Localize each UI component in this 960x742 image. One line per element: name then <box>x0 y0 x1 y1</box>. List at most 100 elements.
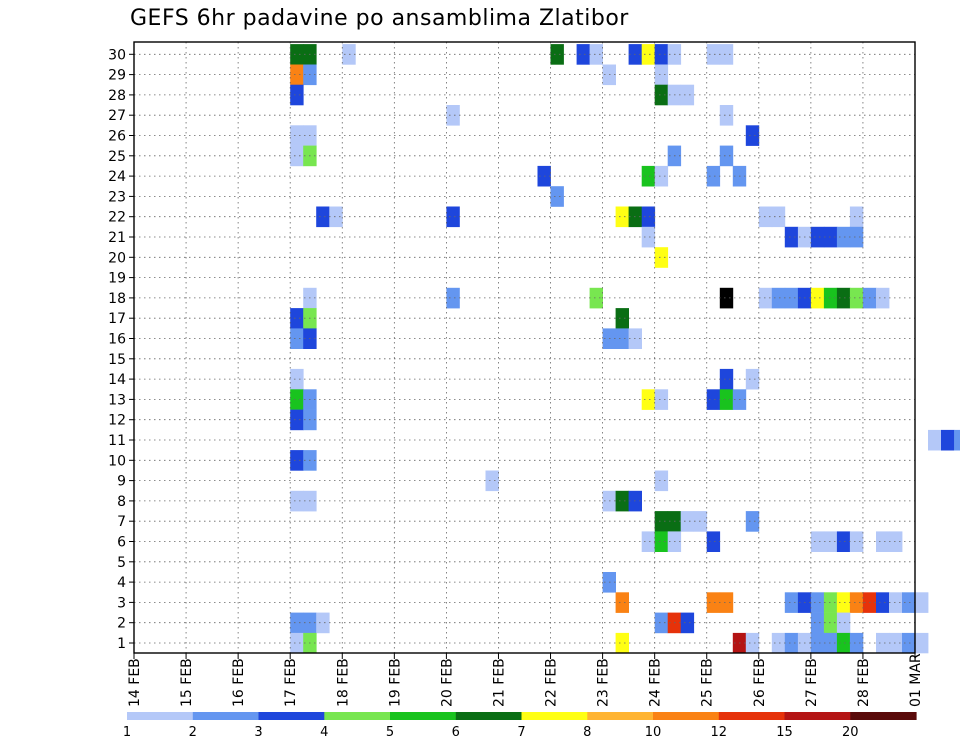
heatmap-cell <box>823 592 838 613</box>
heatmap-cell <box>316 206 330 228</box>
x-tick-label: 16 FEB <box>231 658 247 707</box>
heatmap-cell <box>290 409 304 431</box>
x-tick-label: 26 FEB <box>752 658 768 707</box>
heatmap-cell <box>615 632 629 654</box>
heatmap-cell <box>290 44 304 65</box>
heatmap-cell <box>849 531 864 552</box>
y-tick-label: 12 <box>108 413 126 429</box>
heatmap-cell <box>654 389 669 410</box>
legend-label: 12 <box>711 725 728 740</box>
heatmap-cell <box>928 429 942 451</box>
heatmap-cell <box>771 287 786 309</box>
heatmap-cell <box>889 531 903 552</box>
y-tick-label: 23 <box>108 189 126 205</box>
heatmap-cell <box>810 592 825 613</box>
y-tick-label: 25 <box>108 149 126 165</box>
heatmap-cell <box>719 105 734 126</box>
heatmap-cell <box>849 287 864 309</box>
heatmap-cell <box>615 328 629 349</box>
legend-swatch <box>653 712 720 720</box>
heatmap-cell <box>810 612 825 634</box>
x-tick-label: 24 FEB <box>648 658 664 707</box>
heatmap-cell <box>784 632 799 654</box>
y-tick-label: 14 <box>108 372 126 388</box>
heatmap-cell <box>719 44 734 65</box>
y-tick-label: 19 <box>108 271 126 287</box>
heatmap-cell <box>654 247 669 268</box>
x-tick-label: 28 FEB <box>856 658 872 707</box>
heatmap-cell <box>849 226 864 248</box>
x-tick-label: 18 FEB <box>335 658 351 707</box>
heatmap-cell <box>290 368 304 390</box>
heatmap-cell <box>823 612 838 634</box>
y-tick-label: 7 <box>117 514 126 530</box>
heatmap-cell <box>954 429 960 451</box>
legend-label: 7 <box>517 725 525 740</box>
heatmap-cell <box>823 287 838 309</box>
heatmap-cell <box>446 105 460 126</box>
heatmap-cell <box>485 470 499 492</box>
heatmap-cell <box>719 592 734 613</box>
heatmap-cell <box>915 632 929 654</box>
x-tick-label: 22 FEB <box>544 658 560 707</box>
heatmap-cell <box>576 44 590 65</box>
x-tick-label: 01 MAR <box>908 653 924 707</box>
legend-label: 2 <box>189 725 197 740</box>
heatmap-cell <box>836 226 851 248</box>
y-tick-label: 20 <box>108 250 126 266</box>
x-tick-label: 14 FEB <box>127 658 143 707</box>
x-tick-label: 21 FEB <box>491 658 507 707</box>
y-tick-label: 13 <box>108 392 126 408</box>
heatmap-cell <box>823 531 838 552</box>
heatmap-cell <box>446 287 460 309</box>
heatmap-cell <box>654 612 669 634</box>
y-tick-label: 15 <box>108 352 126 368</box>
legend-swatch <box>850 712 917 720</box>
heatmap-cell <box>290 64 304 86</box>
legend-swatch <box>127 712 194 720</box>
heatmap-cell <box>876 632 890 654</box>
y-tick-label: 5 <box>117 555 126 571</box>
plot-frame <box>133 41 916 654</box>
heatmap-cell <box>290 450 304 471</box>
legend-label: 20 <box>842 725 859 740</box>
heatmap-cell <box>290 328 304 349</box>
heatmap-cell <box>641 531 656 552</box>
heatmap-cell <box>719 287 734 309</box>
heatmap-cell <box>849 206 864 228</box>
heatmap-cell <box>654 44 669 65</box>
heatmap-cell <box>615 592 629 613</box>
heatmap-cell <box>836 612 851 634</box>
heatmap-cell <box>784 226 799 248</box>
heatmap-cell <box>902 592 916 613</box>
y-tick-label: 28 <box>108 88 126 104</box>
heatmap-cell <box>771 632 786 654</box>
y-tick-label: 8 <box>117 494 126 510</box>
heatmap-cell <box>706 44 721 65</box>
heatmap-cell <box>290 84 304 106</box>
chart-title: GEFS 6hr padavine po ansamblima Zlatibor <box>130 6 629 31</box>
heatmap-cell <box>706 165 721 187</box>
heatmap-cell <box>654 531 669 552</box>
y-tick-label: 10 <box>108 453 126 469</box>
heatmap-cell <box>784 287 799 309</box>
heatmap-cell <box>719 368 734 390</box>
heatmap-cell <box>680 511 695 532</box>
x-tick-label: 15 FEB <box>179 658 195 707</box>
heatmap-cell <box>290 632 304 654</box>
y-tick-label: 6 <box>117 535 126 551</box>
heatmap-cell <box>589 287 603 309</box>
legend-swatch <box>521 712 588 720</box>
y-tick-label: 24 <box>108 169 126 185</box>
legend-label: 15 <box>776 725 793 740</box>
legend-swatch <box>258 712 325 720</box>
heatmap-cell <box>745 632 760 654</box>
y-tick-label: 9 <box>117 474 126 490</box>
heatmap-cell <box>680 84 695 106</box>
legend-swatch <box>587 712 654 720</box>
heatmap-cell <box>654 470 669 492</box>
heatmap-cell <box>706 592 721 613</box>
heatmap-cell <box>290 389 304 410</box>
heatmap-cell <box>290 125 304 146</box>
